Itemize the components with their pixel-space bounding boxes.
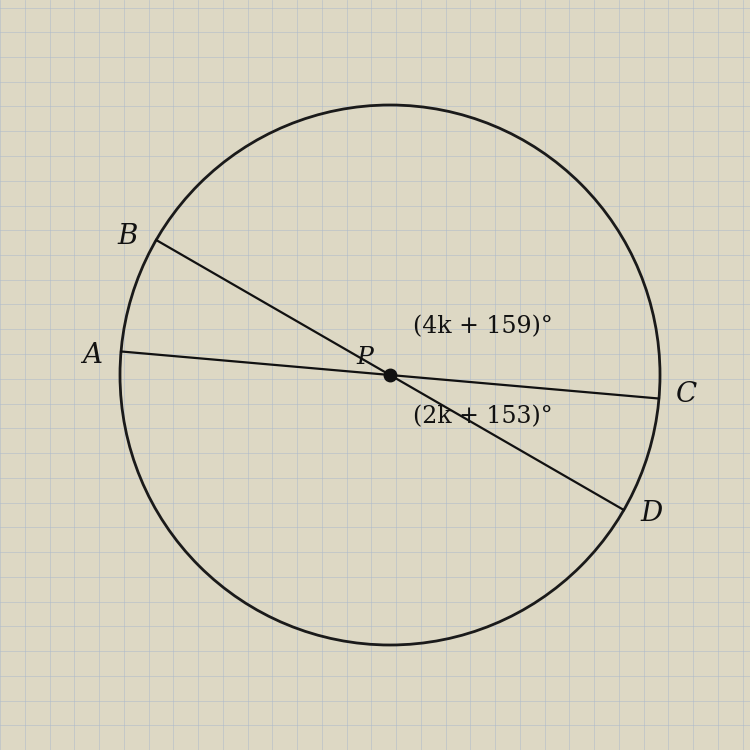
- Text: B: B: [117, 223, 137, 250]
- Text: (4k + 159)°: (4k + 159)°: [413, 315, 552, 338]
- Text: (2k + 153)°: (2k + 153)°: [413, 405, 552, 427]
- Text: C: C: [676, 381, 697, 408]
- Text: A: A: [82, 342, 102, 369]
- Text: P: P: [357, 346, 374, 369]
- Text: D: D: [640, 500, 662, 527]
